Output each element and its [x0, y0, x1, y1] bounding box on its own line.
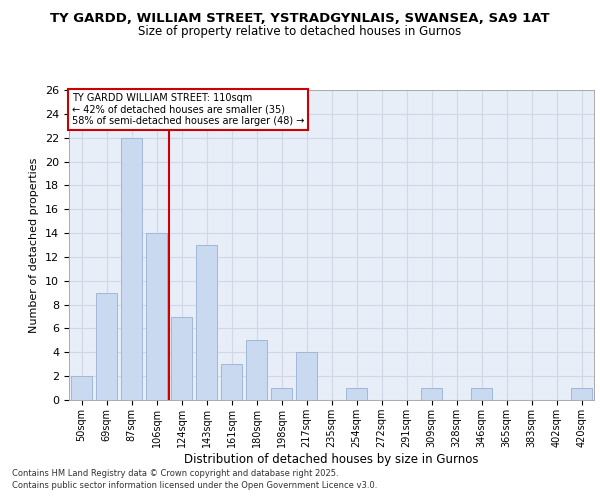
- Bar: [271, 388, 292, 400]
- Text: TY GARDD, WILLIAM STREET, YSTRADGYNLAIS, SWANSEA, SA9 1AT: TY GARDD, WILLIAM STREET, YSTRADGYNLAIS,…: [50, 12, 550, 26]
- Text: TY GARDD WILLIAM STREET: 110sqm
← 42% of detached houses are smaller (35)
58% of: TY GARDD WILLIAM STREET: 110sqm ← 42% of…: [71, 93, 304, 126]
- Bar: [96, 292, 117, 400]
- Y-axis label: Number of detached properties: Number of detached properties: [29, 158, 40, 332]
- Bar: [71, 376, 92, 400]
- Bar: [421, 388, 442, 400]
- Bar: [121, 138, 142, 400]
- Bar: [296, 352, 317, 400]
- Bar: [471, 388, 492, 400]
- Bar: [571, 388, 592, 400]
- Bar: [246, 340, 267, 400]
- Bar: [146, 233, 167, 400]
- Bar: [346, 388, 367, 400]
- X-axis label: Distribution of detached houses by size in Gurnos: Distribution of detached houses by size …: [184, 452, 479, 466]
- Text: Contains public sector information licensed under the Open Government Licence v3: Contains public sector information licen…: [12, 481, 377, 490]
- Bar: [196, 245, 217, 400]
- Bar: [171, 316, 192, 400]
- Text: Contains HM Land Registry data © Crown copyright and database right 2025.: Contains HM Land Registry data © Crown c…: [12, 468, 338, 477]
- Bar: [221, 364, 242, 400]
- Text: Size of property relative to detached houses in Gurnos: Size of property relative to detached ho…: [139, 25, 461, 38]
